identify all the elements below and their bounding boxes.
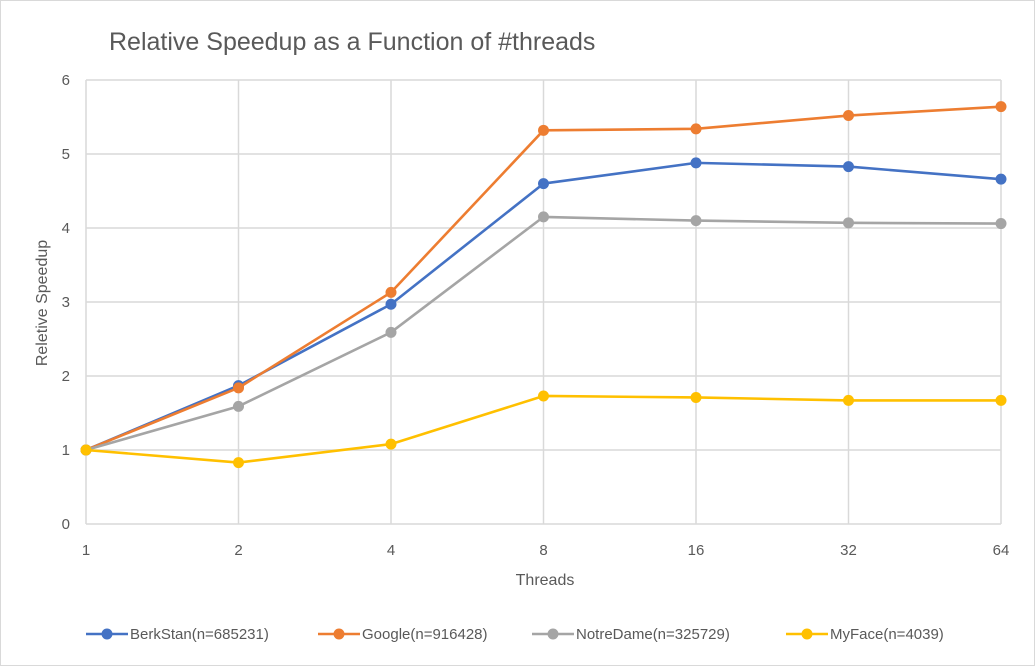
legend-item: BerkStan(n=685231) xyxy=(86,626,269,643)
data-point xyxy=(538,211,549,223)
data-point xyxy=(233,457,244,469)
chart-title: Relative Speedup as a Function of #threa… xyxy=(109,28,595,56)
data-point xyxy=(995,173,1007,185)
data-point xyxy=(690,123,702,135)
data-point xyxy=(690,157,702,169)
y-tick-label: 1 xyxy=(62,442,70,459)
legend-marker xyxy=(101,628,113,640)
legend-item: NotreDame(n=325729) xyxy=(532,626,730,643)
data-point xyxy=(843,217,854,229)
data-point xyxy=(385,326,397,338)
x-tick-label: 2 xyxy=(234,542,242,559)
data-point xyxy=(538,124,549,136)
x-tick-label: 32 xyxy=(840,542,857,559)
legend-item: Google(n=916428) xyxy=(318,626,488,643)
x-tick-label: 8 xyxy=(539,542,547,559)
data-point xyxy=(843,394,854,406)
x-tick-label: 1 xyxy=(82,542,90,559)
data-point xyxy=(385,286,397,298)
y-tick-label: 5 xyxy=(62,146,70,163)
data-point xyxy=(995,101,1007,113)
data-point xyxy=(995,394,1007,406)
legend-label: NotreDame(n=325729) xyxy=(576,626,730,643)
legend-label: BerkStan(n=685231) xyxy=(130,626,269,643)
data-point xyxy=(233,400,244,412)
data-point xyxy=(233,382,244,394)
x-tick-label: 64 xyxy=(993,542,1010,559)
legend-marker xyxy=(333,628,345,640)
y-tick-label: 2 xyxy=(62,368,70,385)
legend-label: MyFace(n=4039) xyxy=(830,626,944,643)
data-point xyxy=(690,391,702,403)
legend: BerkStan(n=685231) Google(n=916428) NotreD… xyxy=(86,626,944,643)
y-tick-label: 3 xyxy=(62,294,70,311)
data-point xyxy=(843,161,854,173)
data-point xyxy=(843,110,854,122)
series-layer xyxy=(80,101,1007,469)
data-point xyxy=(80,444,92,456)
data-point xyxy=(385,298,397,310)
gridlines xyxy=(85,79,1002,525)
y-tick-label: 6 xyxy=(62,72,70,89)
data-point xyxy=(995,218,1007,230)
x-axis-title: Threads xyxy=(516,572,575,589)
x-tick-label: 16 xyxy=(688,542,705,559)
y-tick-label: 0 xyxy=(62,516,70,533)
x-axis-ticks: 1 2 4 8 16 32 64 xyxy=(82,542,1010,559)
data-point xyxy=(538,390,549,402)
legend-marker xyxy=(547,628,559,640)
y-axis-ticks: 0 1 2 3 4 5 6 xyxy=(62,72,70,533)
data-point xyxy=(385,438,397,450)
x-tick-label: 4 xyxy=(387,542,395,559)
legend-item: MyFace(n=4039) xyxy=(786,626,944,643)
series-3 xyxy=(80,390,1007,469)
legend-marker xyxy=(801,628,813,640)
data-point xyxy=(538,178,549,190)
y-tick-label: 4 xyxy=(62,220,70,237)
data-point xyxy=(690,215,702,227)
legend-label: Google(n=916428) xyxy=(362,626,488,643)
y-axis-title: Reletive Speedup xyxy=(34,240,51,366)
